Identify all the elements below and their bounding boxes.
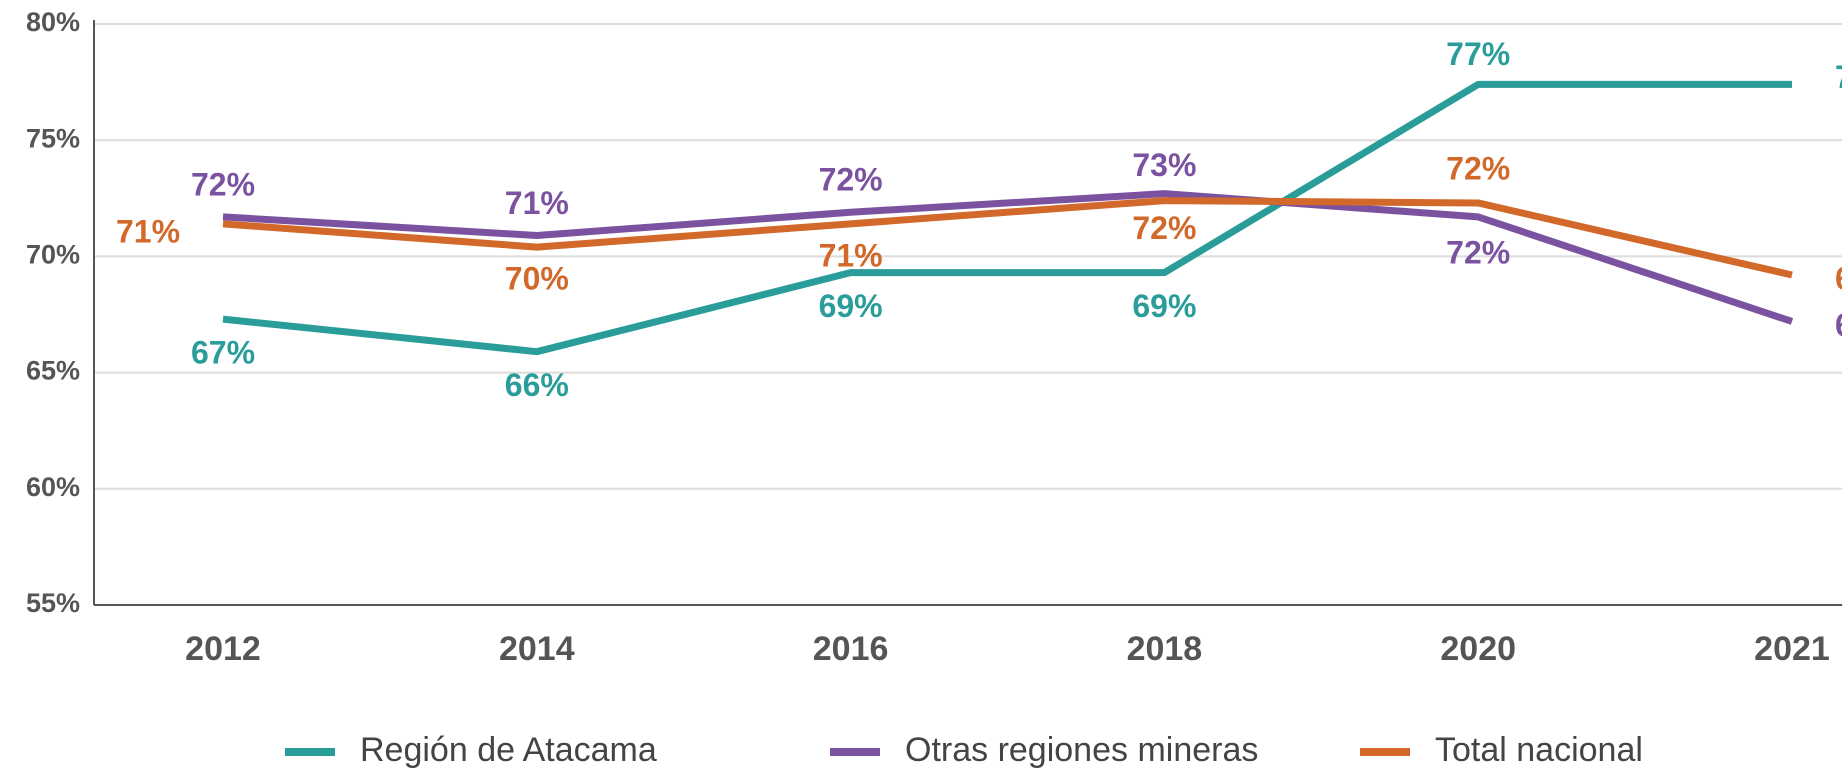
series-line <box>222 80 1792 356</box>
y-tick-label: 65% <box>26 356 80 386</box>
data-label: 72% <box>819 162 883 198</box>
data-label: 72% <box>1132 210 1196 246</box>
data-label: 67% <box>1835 307 1842 343</box>
y-tick-label: 70% <box>26 240 80 270</box>
y-tick-label: 75% <box>26 123 80 153</box>
data-label: 70% <box>505 261 569 297</box>
x-tick-label: 2016 <box>813 630 889 668</box>
y-tick-label: 55% <box>26 588 80 618</box>
data-label: 77% <box>1446 36 1510 72</box>
data-label: 69% <box>1132 288 1196 324</box>
data-label: 72% <box>1446 150 1510 186</box>
legend-label: Otras regiones mineras <box>905 731 1258 769</box>
legend-label: Región de Atacama <box>360 731 657 769</box>
x-tick-label: 2020 <box>1440 630 1516 668</box>
y-tick-label: 60% <box>26 472 80 502</box>
data-label: 66% <box>505 367 569 403</box>
data-label: 77% <box>1835 59 1842 95</box>
data-label: 69% <box>1835 260 1842 296</box>
y-tick-label: 80% <box>26 7 80 37</box>
x-tick-label: 2021 <box>1754 630 1830 668</box>
data-label: 73% <box>1132 147 1196 183</box>
data-label: 67% <box>191 335 255 371</box>
data-label: 72% <box>1446 234 1510 270</box>
series-line <box>222 197 1793 279</box>
x-tick-label: 2018 <box>1127 630 1203 668</box>
data-label: 71% <box>505 185 569 221</box>
x-tick-label: 2014 <box>499 630 575 668</box>
data-label: 72% <box>191 166 255 202</box>
data-label: 69% <box>819 288 883 324</box>
data-label: 71% <box>819 237 883 273</box>
x-tick-label: 2012 <box>185 630 261 668</box>
series-line <box>222 190 1794 325</box>
legend-label: Total nacional <box>1435 731 1643 769</box>
data-label: 71% <box>116 213 180 249</box>
